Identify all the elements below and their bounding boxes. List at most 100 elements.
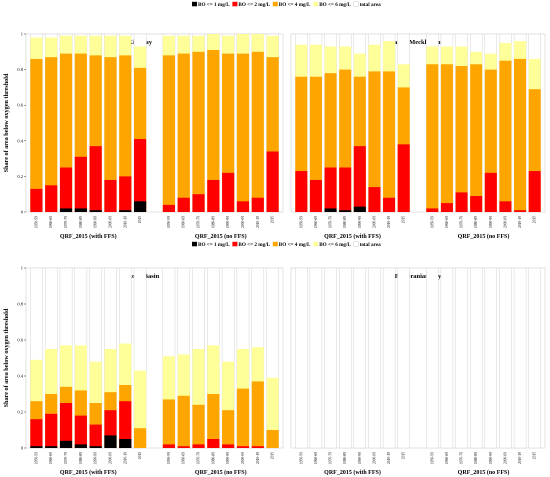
- bar: [207, 50, 220, 212]
- bar: [222, 172, 235, 212]
- group-label: QRF_2015 (no FFS): [458, 233, 510, 240]
- bar: [295, 171, 308, 212]
- y-tick-label: 0.6: [17, 338, 23, 343]
- legend-swatch: [313, 241, 319, 247]
- x-tick-label: 1990-99: [94, 216, 98, 228]
- panel-title: Pomeranian Bay: [395, 273, 442, 280]
- bar: [309, 179, 322, 212]
- x-tick-label: 2010-19: [256, 452, 260, 464]
- bar: [59, 167, 73, 212]
- bar: [324, 267, 337, 449]
- bar: [236, 446, 250, 448]
- x-tick-label: 1980-89: [343, 216, 347, 228]
- bar: [134, 428, 147, 448]
- bar: [207, 394, 220, 448]
- bar: [74, 415, 87, 448]
- legend-label: BO <= 2 mg/L: [238, 2, 270, 8]
- bar: [484, 69, 497, 212]
- legend-swatch: [232, 1, 238, 7]
- y-tick-label: 1: [21, 32, 23, 37]
- bar: [383, 71, 396, 212]
- bar: [382, 267, 396, 449]
- legend-swatch: [232, 241, 238, 247]
- x-tick-label: 2015: [271, 216, 275, 223]
- bar: [74, 444, 87, 448]
- bar: [104, 179, 117, 212]
- bar: [30, 188, 43, 212]
- x-tick-label: 2015: [402, 452, 406, 459]
- bar: [45, 185, 58, 212]
- x-tick-label: 1990-99: [94, 452, 98, 464]
- x-tick-label: 1970-79: [460, 452, 464, 464]
- x-tick-label: 2010-19: [123, 216, 127, 228]
- x-tick-label: 2010-19: [518, 216, 522, 228]
- bar: [426, 64, 439, 212]
- bar: [222, 53, 235, 212]
- legend: BO <= 1 mg/L BO <= 2 mg/L BO <= 4 mg/L BO <…: [192, 241, 381, 248]
- bar: [324, 167, 337, 212]
- legend-swatch: [313, 1, 319, 7]
- x-tick-label: 1960-69: [314, 452, 318, 464]
- bar: [45, 413, 58, 448]
- x-tick-label: 1950-59: [34, 452, 38, 464]
- bar: [339, 167, 352, 212]
- bar: [192, 194, 205, 212]
- bar: [177, 53, 190, 212]
- legend-swatch: [272, 1, 278, 7]
- legend-label: BO <= 4 mg/L: [279, 2, 311, 8]
- x-tick-label: 2000-09: [503, 452, 507, 464]
- x-tick-label: 2015: [402, 216, 406, 223]
- x-tick-label: 2000-09: [241, 452, 245, 464]
- bar: [251, 51, 264, 212]
- x-tick-label: 1970-79: [460, 216, 464, 228]
- y-tick-label: 0: [21, 210, 24, 215]
- x-tick-label: 1960-69: [49, 216, 53, 228]
- bar: [119, 401, 132, 448]
- x-tick-label: 1950-59: [430, 452, 434, 464]
- legend-label: BO <= 1 mg/L: [198, 2, 230, 8]
- x-tick-label: 2010-19: [387, 452, 391, 464]
- bar: [499, 267, 512, 449]
- bar: [45, 57, 58, 212]
- panel-title: Bay of Mecklenburg: [390, 39, 447, 46]
- group-label: QRF_2015 (no FFS): [195, 469, 247, 476]
- bar: [368, 187, 381, 212]
- x-tick-label: 1960-69: [445, 452, 449, 464]
- bar: [528, 267, 541, 449]
- x-tick-label: 1980-89: [79, 216, 83, 228]
- x-tick-label: 2015: [138, 452, 142, 459]
- x-tick-label: 1980-89: [211, 216, 215, 228]
- x-tick-label: 1990-99: [489, 216, 493, 228]
- x-tick-label: 1990-99: [358, 216, 362, 228]
- bar: [119, 210, 132, 212]
- x-tick-label: 1950-59: [34, 216, 38, 228]
- x-tick-label: 1990-99: [358, 452, 362, 464]
- x-tick-label: 1980-89: [79, 452, 83, 464]
- group-label: QRF_2015 (with FFS): [60, 233, 117, 240]
- bar: [119, 176, 132, 212]
- group-label: QRF_2015 (with FFS): [324, 469, 381, 476]
- bar: [339, 69, 352, 212]
- bar: [251, 446, 264, 448]
- bar: [266, 151, 279, 212]
- bar: [440, 203, 453, 212]
- legend-swatch: [192, 1, 197, 7]
- bar: [455, 267, 468, 449]
- x-tick-label: 2010-19: [123, 452, 127, 464]
- x-tick-label: 2015: [533, 216, 537, 223]
- bar: [353, 76, 366, 212]
- bar: [59, 208, 73, 212]
- bar: [162, 444, 175, 448]
- group-label: QRF_2015 (with FFS): [60, 469, 117, 476]
- bar: [353, 206, 366, 212]
- y-tick-label: 0.8: [17, 302, 23, 307]
- y-tick-label: 0.4: [17, 138, 23, 143]
- x-tick-label: 2000-09: [372, 452, 376, 464]
- bar: [469, 267, 483, 449]
- bar: [470, 64, 483, 212]
- bar: [499, 201, 512, 212]
- bar: [513, 267, 527, 449]
